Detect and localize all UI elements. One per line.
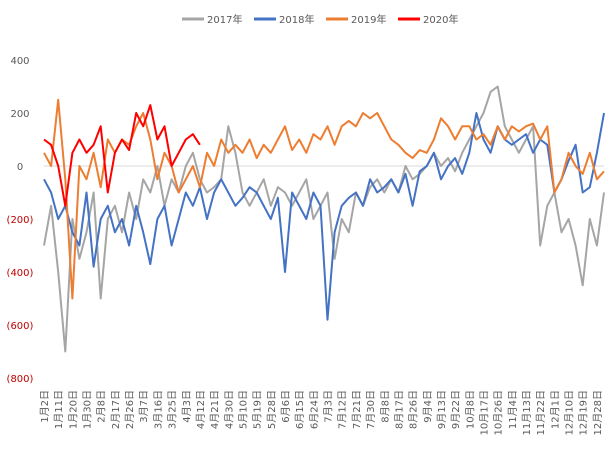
x-tick-label: 4月3日 xyxy=(181,390,193,423)
legend-label: 2019年 xyxy=(351,13,386,26)
x-tick-label: 7月21日 xyxy=(351,390,363,429)
series-line xyxy=(43,104,201,207)
x-tick-label: 3月7日 xyxy=(138,390,150,423)
legend-label: 2020年 xyxy=(423,13,458,26)
x-tick-label: 4月30日 xyxy=(223,390,235,429)
x-tick-label: 1月11日 xyxy=(53,390,65,429)
x-tick-label: 11月4日 xyxy=(507,390,519,429)
x-tick-label: 7月30日 xyxy=(365,390,377,429)
legend-label: 2017年 xyxy=(207,13,242,26)
x-tick-label: 1月20日 xyxy=(67,390,79,429)
x-tick-label: 10月8日 xyxy=(464,390,476,429)
x-tick-label: 12月10日 xyxy=(564,390,576,435)
x-tick-label: 3月25日 xyxy=(167,390,179,429)
x-tick-label: 12月28日 xyxy=(592,390,604,435)
y-tick-label: 0 xyxy=(17,162,23,173)
x-tick-label: 7月3日 xyxy=(323,390,335,423)
x-tick-label: 5月10日 xyxy=(237,390,249,429)
x-tick-label: 6月24日 xyxy=(308,390,320,429)
x-tick-label: 1月30日 xyxy=(82,390,94,429)
y-tick-label: (800) xyxy=(7,374,34,385)
y-tick-label: (400) xyxy=(7,268,34,279)
x-tick-label: 9月22日 xyxy=(450,390,462,429)
x-tick-label: 8月8日 xyxy=(379,390,391,423)
x-tick-label: 6月6日 xyxy=(280,390,292,423)
legend-label: 2018年 xyxy=(279,13,314,26)
x-tick-label: 9月4日 xyxy=(422,390,434,423)
x-tick-label: 4月12日 xyxy=(195,390,207,429)
x-tick-label: 2月17日 xyxy=(110,390,122,429)
x-tick-label: 2月8日 xyxy=(96,390,108,423)
x-tick-label: 3月16日 xyxy=(152,390,164,429)
y-tick-label: 400 xyxy=(10,56,29,67)
x-tick-label: 2月26日 xyxy=(124,390,136,429)
x-tick-label: 11月22日 xyxy=(535,390,547,435)
x-tick-label: 1月2日 xyxy=(39,390,51,423)
x-tick-label: 12月1日 xyxy=(549,390,561,429)
x-tick-label: 12月19日 xyxy=(578,390,590,435)
x-tick-label: 4月21日 xyxy=(209,390,221,429)
y-tick-label: (600) xyxy=(7,321,34,332)
y-tick-label: (200) xyxy=(7,215,34,226)
series-line xyxy=(43,85,605,353)
x-tick-label: 5月28日 xyxy=(266,390,278,429)
x-tick-label: 8月17日 xyxy=(393,390,405,429)
series-line xyxy=(43,98,605,300)
x-tick-label: 10月26日 xyxy=(493,390,505,435)
x-tick-label: 8月26日 xyxy=(408,390,420,429)
x-tick-label: 6月15日 xyxy=(294,390,306,429)
y-tick-label: 200 xyxy=(10,109,29,120)
x-tick-label: 7月12日 xyxy=(337,390,349,429)
series-line xyxy=(43,112,605,321)
x-tick-label: 5月19日 xyxy=(252,390,264,429)
x-tick-label: 9月13日 xyxy=(436,390,448,429)
x-tick-label: 10月17日 xyxy=(478,390,490,435)
x-tick-label: 11月13日 xyxy=(521,390,533,435)
